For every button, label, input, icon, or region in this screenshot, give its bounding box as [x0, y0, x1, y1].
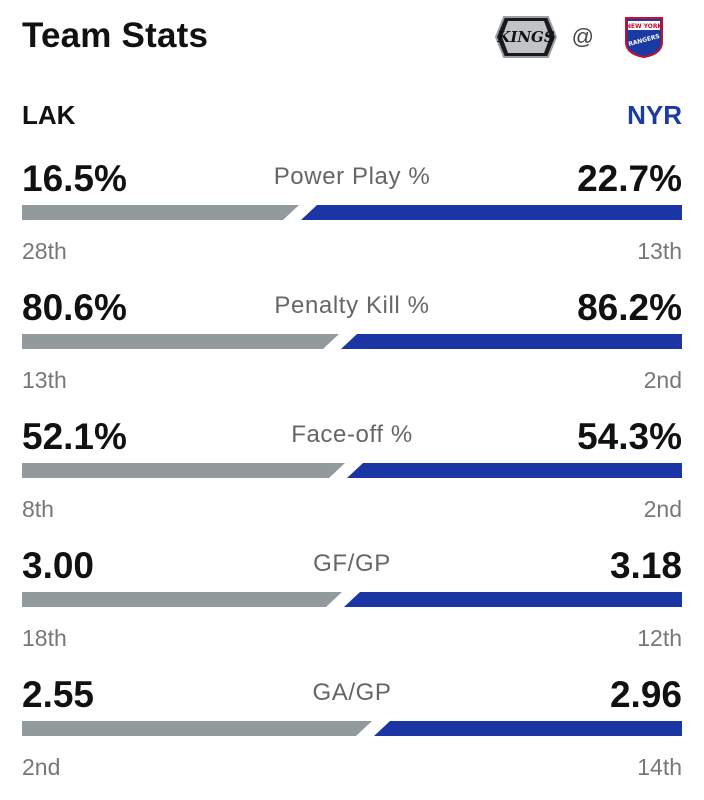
svg-text:NEW YORK: NEW YORK: [626, 23, 663, 30]
home-stat-rank: 13th: [637, 238, 682, 264]
stat-label: Power Play %: [273, 163, 431, 190]
away-stat-rank: 28th: [22, 238, 67, 264]
home-stat-rank: 2nd: [643, 496, 682, 522]
away-stat-value: 16.5%: [22, 158, 127, 199]
away-stat-value: 80.6%: [22, 287, 127, 328]
stat-label: GA/GP: [312, 679, 392, 706]
home-stat-value: 86.2%: [577, 287, 682, 328]
home-stat-bar: [344, 592, 682, 607]
page-title: Team Stats: [22, 16, 209, 55]
home-team-abbr: NYR: [627, 100, 682, 130]
home-stat-value: 2.96: [609, 674, 682, 715]
away-stat-bar: [22, 334, 339, 349]
home-stat-rank: 2nd: [643, 367, 682, 393]
home-stat-bar: [374, 721, 682, 736]
home-stat-value: 3.18: [609, 545, 682, 586]
matchup-logos: KINGS @ NEW YORK RANGERS: [492, 14, 664, 60]
away-stat-rank: 13th: [22, 367, 67, 393]
away-stat-rank: 18th: [22, 625, 67, 651]
away-stat-rank: 2nd: [22, 754, 61, 780]
svg-text:KINGS: KINGS: [496, 28, 555, 46]
home-stat-value: 22.7%: [577, 158, 682, 199]
away-stat-bar: [22, 205, 299, 220]
stat-label: Penalty Kill %: [274, 292, 430, 319]
at-symbol: @: [571, 24, 594, 49]
stat-row: 2.55 GA/GP 2.96 2nd 14th: [22, 674, 682, 794]
stat-label: Face-off %: [291, 421, 413, 448]
away-stat-value: 3.00: [22, 545, 95, 586]
away-stat-value: 2.55: [22, 674, 95, 715]
stat-label: GF/GP: [313, 550, 391, 577]
kings-logo-icon: KINGS: [494, 16, 557, 58]
stat-row: 52.1% Face-off % 54.3% 8th 2nd: [22, 416, 682, 536]
home-stat-value: 54.3%: [577, 416, 682, 457]
stat-row: 80.6% Penalty Kill % 86.2% 13th 2nd: [22, 287, 682, 407]
home-stat-rank: 12th: [637, 625, 682, 651]
team-stats-header: Team Stats KINGS @ NEW YORK RANGERS: [22, 14, 682, 64]
away-stat-bar: [22, 592, 342, 607]
stat-row: 3.00 GF/GP 3.18 18th 12th: [22, 545, 682, 665]
away-stat-rank: 8th: [22, 496, 54, 522]
home-stat-bar: [341, 334, 682, 349]
home-stat-bar: [301, 205, 682, 220]
away-stat-bar: [22, 721, 372, 736]
away-team-abbr: LAK: [22, 100, 76, 130]
rangers-logo-icon: NEW YORK RANGERS: [625, 17, 663, 58]
stat-row: 16.5% Power Play % 22.7% 28th 13th: [22, 158, 682, 278]
home-stat-bar: [347, 463, 682, 478]
home-stat-rank: 14th: [637, 754, 682, 780]
away-stat-value: 52.1%: [22, 416, 127, 457]
away-stat-bar: [22, 463, 345, 478]
